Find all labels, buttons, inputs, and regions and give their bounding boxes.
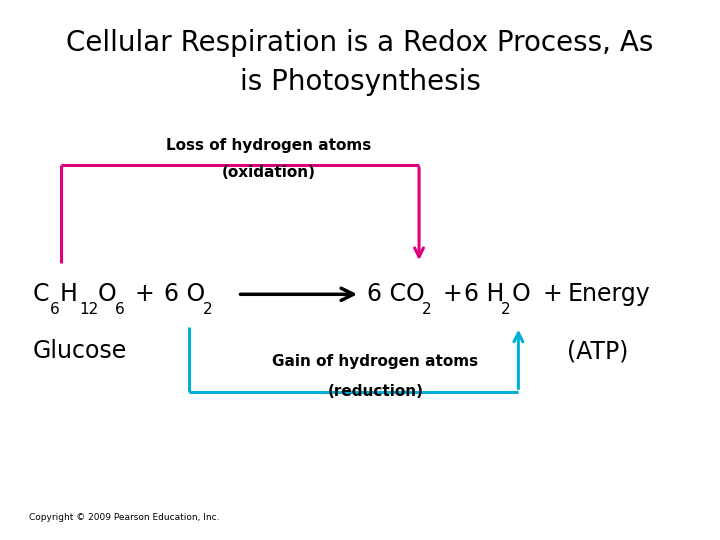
Text: Glucose: Glucose xyxy=(32,339,127,363)
Text: 6 CO: 6 CO xyxy=(367,282,425,306)
Text: O: O xyxy=(97,282,116,306)
Text: 12: 12 xyxy=(79,302,99,317)
Text: (ATP): (ATP) xyxy=(567,339,629,363)
Text: Energy: Energy xyxy=(567,282,650,306)
Text: 6 O: 6 O xyxy=(164,282,205,306)
Text: 6: 6 xyxy=(114,302,125,317)
Text: Cellular Respiration is a Redox Process, As: Cellular Respiration is a Redox Process,… xyxy=(66,29,654,57)
Text: +: + xyxy=(442,282,462,306)
Text: O: O xyxy=(511,282,530,306)
Text: 2: 2 xyxy=(422,302,431,317)
Text: (oxidation): (oxidation) xyxy=(222,165,316,180)
Text: 6 H: 6 H xyxy=(464,282,505,306)
Text: Copyright © 2009 Pearson Education, Inc.: Copyright © 2009 Pearson Education, Inc. xyxy=(29,513,220,522)
Text: H: H xyxy=(60,282,78,306)
Text: Gain of hydrogen atoms: Gain of hydrogen atoms xyxy=(272,354,479,369)
Text: Loss of hydrogen atoms: Loss of hydrogen atoms xyxy=(166,138,372,153)
Text: 2: 2 xyxy=(203,302,212,317)
Text: +: + xyxy=(542,282,562,306)
Text: 2: 2 xyxy=(501,302,510,317)
Text: +: + xyxy=(134,282,154,306)
Text: is Photosynthesis: is Photosynthesis xyxy=(240,68,480,96)
Text: (reduction): (reduction) xyxy=(328,384,423,399)
Text: 6: 6 xyxy=(50,302,60,317)
Text: C: C xyxy=(32,282,49,306)
